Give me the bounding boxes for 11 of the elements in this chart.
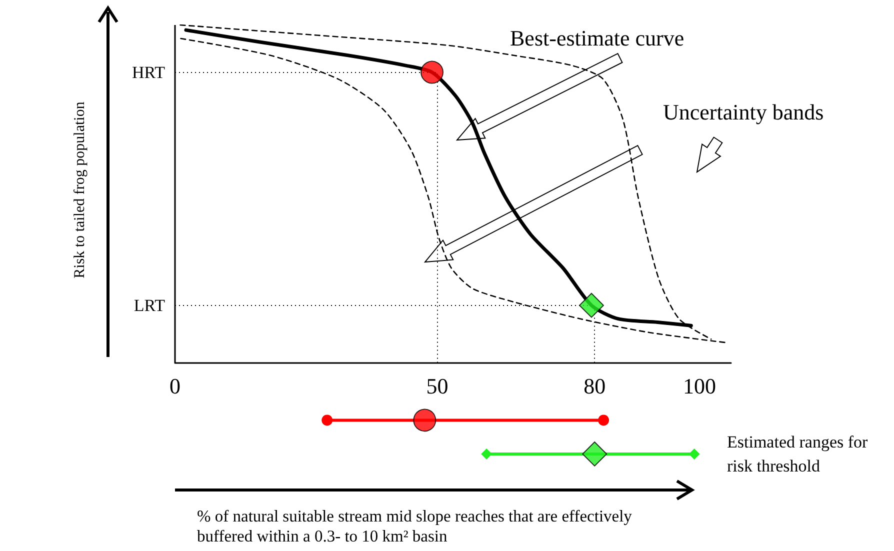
x-tick-label: 50 xyxy=(426,373,448,398)
ref-line-label: LRT xyxy=(134,296,166,315)
x-tick-label: 0 xyxy=(170,373,180,398)
x-axis-title: % of natural suitable stream mid slope reaches that are effectively buffered within a 0.3- to 10 km² basin xyxy=(197,506,636,546)
text: Risk to tailed frog population xyxy=(72,101,88,278)
annotation: Estimated ranges for risk threshold xyxy=(727,432,872,476)
x-tick-label: 80 xyxy=(584,373,606,398)
ref-line-label: HRT xyxy=(132,62,166,82)
annotation: Uncertainty bands xyxy=(663,100,824,124)
annotation: Best-estimate curve xyxy=(510,26,684,50)
x-tick-label: 100 xyxy=(683,373,716,398)
